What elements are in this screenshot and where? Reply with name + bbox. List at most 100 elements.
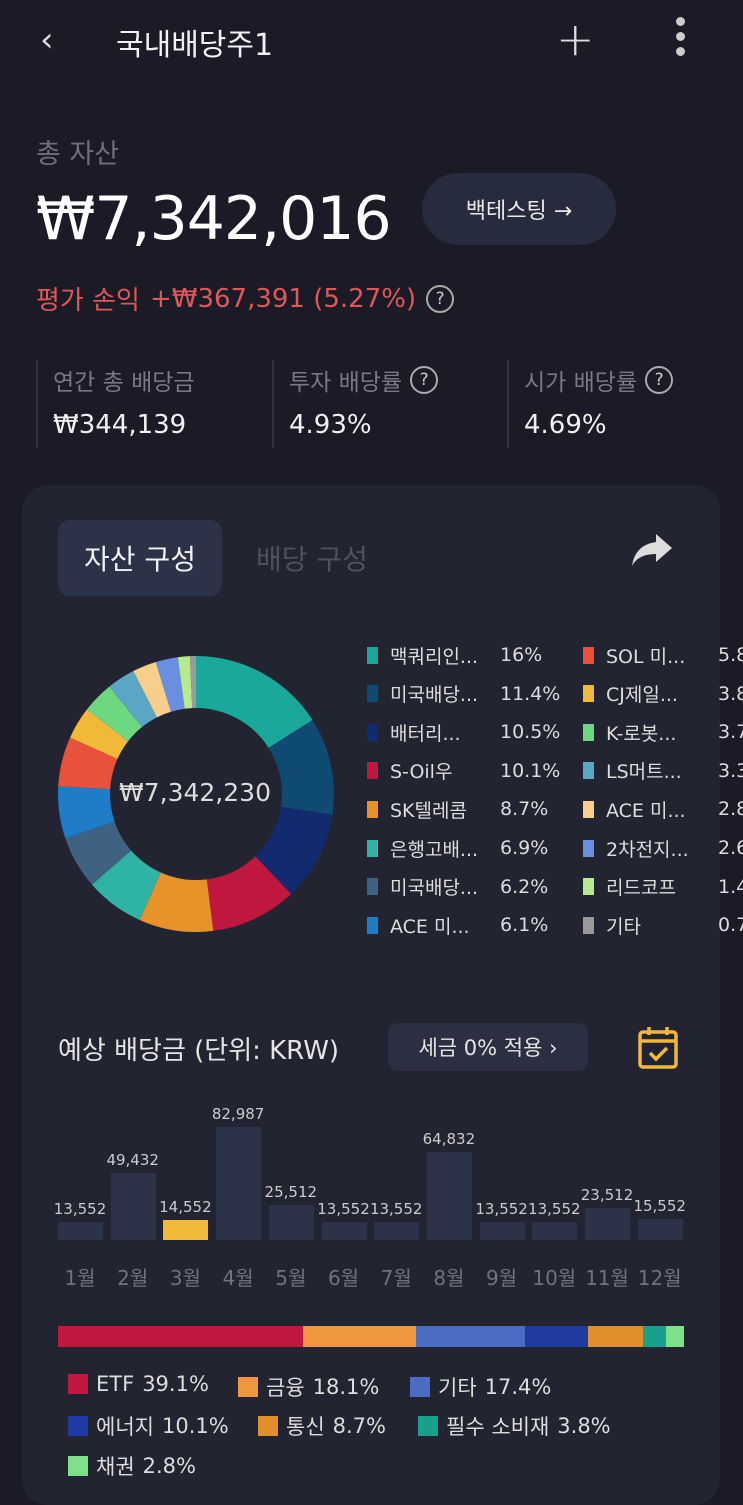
bar-value-label: 13,552 <box>369 1199 423 1218</box>
sector-percent: 10.1% <box>161 1414 229 1438</box>
profit-loss: 평가 손익 +₩367,391 (5.27%) ? <box>36 280 455 317</box>
bar-10월 <box>532 1221 578 1240</box>
bar-2월 <box>110 1172 156 1240</box>
total-assets-value: ₩7,342,016 <box>36 184 392 254</box>
legend-item: K-로봇... 3.7% <box>583 717 743 747</box>
donut-slice <box>139 872 214 932</box>
bar-5월 <box>268 1205 314 1240</box>
help-icon[interactable]: ? <box>426 284 455 313</box>
legend-swatch <box>367 916 378 934</box>
stat-investment-yield: 투자 배당률? 4.93% <box>272 360 502 448</box>
bar-value-label: 82,987 <box>211 1105 265 1123</box>
add-button[interactable]: + <box>556 12 595 66</box>
plus-icon: + <box>556 12 595 66</box>
back-button[interactable]: ‹ <box>40 20 54 60</box>
donut-slice <box>255 806 333 895</box>
month-label: 10월 <box>532 1266 577 1290</box>
legend-item: CJ제일... 3.8% <box>583 679 743 709</box>
profit-loss-value: +₩367,391 (5.27%) <box>149 283 417 314</box>
stat-label: 투자 배당률 <box>289 370 403 396</box>
legend-swatch <box>583 916 594 934</box>
legend-swatch <box>583 685 594 703</box>
sector-legend-item: 에너지 10.1% <box>68 1411 229 1441</box>
sector-legend-item: 금융 18.1% <box>238 1372 379 1402</box>
bar-value-label: 13,552 <box>317 1199 370 1218</box>
help-icon[interactable]: ? <box>410 366 439 394</box>
sector-name: 통신 <box>286 1415 325 1439</box>
legend-percent: 3.8% <box>718 682 743 705</box>
sector-legend-item: ETF 39.1% <box>68 1372 209 1396</box>
asset-donut-chart <box>58 656 335 932</box>
bar-1월 <box>58 1221 103 1240</box>
sector-segment <box>302 1326 417 1347</box>
legend-item: 기타 0.7% <box>583 910 743 940</box>
dividend-section-title: 예상 배당금 (단위: KRW) <box>58 1036 340 1066</box>
legend-item: 은행고배... 6.9% <box>367 833 580 863</box>
donut-center-total: ₩7,342,230 <box>119 778 271 807</box>
legend-item: 미국배당... 11.4% <box>367 679 580 709</box>
sector-name: 에너지 <box>96 1415 154 1439</box>
donut-slice <box>70 709 129 759</box>
legend-name: SOL 미... <box>606 645 686 668</box>
sector-swatch <box>68 1456 88 1476</box>
sector-percent: 39.1% <box>142 1372 209 1396</box>
sector-swatch <box>410 1377 430 1397</box>
legend-name: 맥쿼리인... <box>390 645 479 668</box>
sector-swatch <box>68 1416 88 1436</box>
sector-name: 기타 <box>438 1376 477 1400</box>
sector-segment <box>588 1326 643 1347</box>
sector-legend-item: 채권 2.8% <box>68 1451 196 1481</box>
month-label: 8월 <box>433 1266 465 1290</box>
legend-name: 미국배당... <box>390 684 479 707</box>
legend-swatch <box>583 723 594 741</box>
calendar-check-icon[interactable] <box>638 1026 678 1070</box>
month-label: 11월 <box>585 1266 629 1290</box>
month-label: 2월 <box>117 1266 149 1290</box>
sector-segment <box>58 1326 303 1347</box>
legend-percent: 0.7% <box>718 914 743 937</box>
month-label: 1월 <box>64 1266 96 1290</box>
legend-item: ACE 미... 6.1% <box>367 910 580 940</box>
legend-swatch <box>367 800 378 818</box>
sector-swatch <box>258 1416 278 1436</box>
tax-setting-button[interactable]: 세금 0% 적용 › <box>388 1023 588 1071</box>
legend-item: SK텔레콤 8.7% <box>367 794 580 824</box>
sector-legend-item: 필수 소비재 3.8% <box>418 1411 611 1441</box>
legend-percent: 16% <box>500 644 543 666</box>
legend-percent: 5.8% <box>718 644 743 666</box>
backtest-button[interactable]: 백테스팅 → <box>422 173 616 245</box>
legend-item: LS머트... 3.3% <box>583 756 743 786</box>
tab-asset-composition[interactable]: 자산 구성 <box>58 520 222 596</box>
bar-value-label: 25,512 <box>264 1183 318 1202</box>
legend-swatch <box>583 646 594 664</box>
help-icon[interactable]: ? <box>645 366 674 394</box>
total-assets-label: 총 자산 <box>36 139 120 170</box>
legend-name: ACE 미... <box>390 915 470 938</box>
legend-name: SK텔레콤 <box>390 799 467 822</box>
sector-swatch <box>238 1377 258 1397</box>
sector-segment <box>524 1326 589 1347</box>
legend-name: 2차전지... <box>606 838 689 861</box>
stat-annual-dividend: 연간 총 배당금 ₩344,139 <box>36 360 266 448</box>
month-label: 6월 <box>327 1266 360 1290</box>
tab-dividend-composition[interactable]: 배당 구성 <box>256 543 368 576</box>
legend-name: 미국배당... <box>390 877 479 900</box>
legend-item: 미국배당... 6.2% <box>367 872 580 902</box>
stat-label: 시가 배당률 <box>524 370 638 396</box>
legend-item: SOL 미... 5.8% <box>583 640 743 670</box>
bar-value-label: 15,552 <box>633 1196 686 1215</box>
donut-slice <box>206 856 292 931</box>
legend-swatch <box>367 685 378 703</box>
bar-value-label: 13,552 <box>53 1199 107 1218</box>
share-icon[interactable] <box>628 530 676 570</box>
legend-name: S-Oil우 <box>390 761 453 784</box>
sector-percent: 8.7% <box>332 1414 386 1438</box>
donut-slice <box>196 656 313 748</box>
sector-legend-item: 통신 8.7% <box>258 1411 386 1441</box>
sector-name: 채권 <box>96 1455 135 1479</box>
month-label: 4월 <box>222 1266 254 1290</box>
bar-12월 <box>637 1218 683 1240</box>
more-menu-icon[interactable] <box>672 12 688 60</box>
legend-name: 기타 <box>606 915 641 938</box>
donut-slice <box>58 737 118 790</box>
